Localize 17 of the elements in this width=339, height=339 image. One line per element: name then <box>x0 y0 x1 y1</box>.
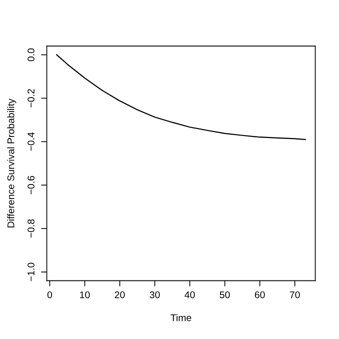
x-tick-label: 10 <box>80 291 90 298</box>
y-tick-label: −0.6 <box>28 176 34 194</box>
x-tick-label: 50 <box>220 291 230 298</box>
line-series <box>56 54 306 140</box>
y-tick-label: −0.2 <box>28 89 34 108</box>
x-tick-label: 40 <box>184 291 195 298</box>
x-tick-label: 20 <box>114 291 125 298</box>
x-tick-label: 60 <box>254 291 265 298</box>
x-tick-label: 0 <box>47 291 52 298</box>
y-axis-title: Difference Survival Probability <box>7 98 16 228</box>
y-tick-label: −0.8 <box>28 219 34 238</box>
y-tick-label: −0.4 <box>28 132 34 151</box>
y-tick-label: 0.0 <box>28 48 34 62</box>
x-axis-title: Time <box>170 314 192 322</box>
x-tick-label: 70 <box>290 291 300 298</box>
x-tick-label: 30 <box>150 291 160 298</box>
y-tick-label: −1.0 <box>28 262 34 282</box>
